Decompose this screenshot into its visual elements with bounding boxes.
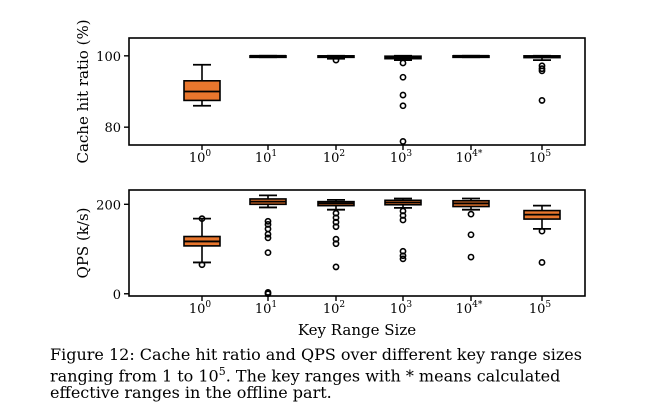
plot-frame [128, 189, 586, 297]
x-tick-label-base: 10 [529, 151, 546, 166]
outlier-point [264, 225, 272, 233]
box-0 [183, 63, 221, 107]
outlier-point [264, 290, 272, 298]
x-tick-label: 105 [529, 300, 552, 317]
x-tick-label: 101 [255, 300, 277, 317]
x-tick-label-exponent: 5 [545, 300, 551, 310]
x-tick-label-base: 10 [390, 302, 407, 317]
x-tick-label-exponent: 5 [545, 149, 551, 159]
x-tick-label-base: 10 [456, 151, 473, 166]
x-tick-label: 104* [456, 300, 483, 317]
x-tick-label: 104* [456, 149, 483, 166]
x-tick-label-base: 10 [529, 302, 546, 317]
x-tick-label: 100 [189, 300, 212, 317]
y-tick-label: 100 [96, 50, 121, 65]
outlier-point [467, 253, 475, 261]
x-tick-label: 102 [323, 300, 345, 317]
box-1 [249, 54, 287, 59]
box-2 [317, 54, 355, 64]
x-tick-label-exponent: 1 [271, 149, 277, 159]
x-tick-label-exponent: 1 [271, 300, 277, 310]
outlier-point [198, 215, 206, 223]
outlier-point [264, 249, 272, 257]
outlier-point [538, 67, 546, 75]
outlier-point [399, 255, 407, 263]
caption-line-3: effective ranges in the offline part. [50, 383, 332, 403]
outlier-point [332, 56, 340, 64]
outlier-point [399, 252, 407, 260]
outlier-point [538, 97, 546, 104]
outlier-point [399, 138, 407, 145]
x-tick-label: 101 [255, 149, 277, 166]
y-tick-label: 0 [113, 288, 121, 303]
box-3 [384, 197, 422, 263]
outlier-point [399, 216, 407, 224]
x-tick-label-exponent: 4* [472, 149, 483, 159]
x-tick-label-exponent: 2 [339, 300, 345, 310]
x-tick-label-base: 10 [255, 151, 272, 166]
x-tick-label-base: 10 [323, 151, 340, 166]
x-tick-label-base: 10 [189, 302, 206, 317]
caption-line-2-pre: ranging from 1 to 10 [50, 366, 219, 386]
x-tick-label-base: 10 [189, 151, 206, 166]
x-tick-label: 102 [323, 149, 345, 166]
caption-line-2-sup: 5 [218, 365, 226, 378]
outlier-point [467, 231, 475, 239]
figure-caption: Figure 12: Cache hit ratio and QPS over … [50, 346, 635, 401]
outlier-point [538, 259, 546, 266]
outlier-point [332, 263, 340, 271]
plot-frame [128, 37, 586, 146]
caption-line-1: Figure 12: Cache hit ratio and QPS over … [50, 345, 582, 364]
caption-line-2: ranging from 1 to 105. The key ranges wi… [50, 363, 635, 384]
box-4 [452, 197, 490, 261]
x-tick-label-exponent: 4* [472, 300, 483, 310]
x-tick-label: 103 [390, 300, 413, 317]
outlier-point [264, 217, 272, 225]
x-tick-label-base: 10 [255, 302, 272, 317]
box-5 [523, 204, 561, 266]
outlier-point [399, 73, 407, 81]
x-tick-label-exponent: 0 [205, 149, 211, 159]
outlier-point [264, 234, 272, 242]
box-1 [249, 194, 287, 298]
outlier-point [198, 261, 206, 269]
y-axis-title: QPS (k/s) [74, 208, 92, 279]
outlier-point [467, 210, 475, 218]
outlier-point [332, 240, 340, 248]
x-tick-label: 100 [189, 149, 212, 166]
x-tick-label-exponent: 3 [406, 149, 412, 159]
outlier-point [399, 59, 407, 67]
caption-line-2-post: . The key ranges with * means calculated [225, 366, 561, 386]
y-axis-title: Cache hit ratio (%) [74, 19, 92, 163]
box-4 [452, 54, 490, 59]
box-0 [183, 215, 221, 269]
x-tick-label-exponent: 0 [205, 300, 211, 310]
y-tick-label: 80 [104, 121, 121, 136]
outlier-point [264, 230, 272, 238]
x-tick-label: 103 [390, 149, 413, 166]
outlier-point [538, 227, 546, 235]
box-5 [523, 54, 561, 104]
y-tick-label: 200 [96, 198, 121, 213]
x-tick-label-base: 10 [390, 151, 407, 166]
x-tick-label: 105 [529, 149, 552, 166]
x-tick-label-base: 10 [456, 302, 473, 317]
x-tick-label-exponent: 3 [406, 300, 412, 310]
box-3 [384, 54, 422, 145]
x-tick-label-base: 10 [323, 302, 340, 317]
outlier-point [332, 223, 340, 231]
outlier-point [399, 91, 407, 99]
box-2 [317, 198, 355, 271]
x-tick-label-exponent: 2 [339, 149, 345, 159]
x-axis-title: Key Range Size [298, 321, 416, 339]
outlier-point [399, 102, 407, 110]
